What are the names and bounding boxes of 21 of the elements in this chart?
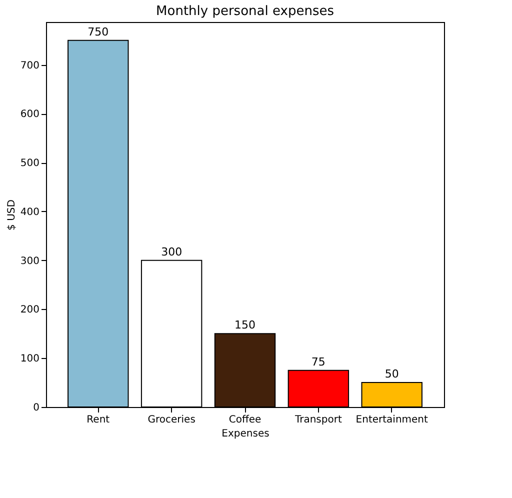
y-tick-label: 300 [20,256,40,267]
y-tick-label: 400 [20,206,40,218]
y-tick-label: 600 [20,109,40,120]
x-tick-label: Rent [86,414,110,426]
x-tick-label: Coffee [228,414,262,426]
y-tick-label: 0 [33,402,40,414]
x-tick-label: Entertainment [356,414,428,426]
data-label: 75 [311,355,326,368]
data-label: 150 [234,318,256,332]
y-tick-label: 200 [20,304,40,316]
y-tick-label: 700 [20,60,40,72]
data-label: 300 [161,245,182,258]
x-tick-label: Groceries [148,414,196,426]
x-axis-title: Expenses [222,428,270,440]
data-label: 50 [384,368,399,381]
x-tick-label: Transport [294,414,342,426]
y-axis-title: $ USD [6,199,18,230]
data-label: 750 [88,25,109,38]
chart-title: Monthly personal expenses [156,4,334,19]
y-tick-label: 100 [20,354,40,365]
y-tick-label: 500 [20,158,40,170]
